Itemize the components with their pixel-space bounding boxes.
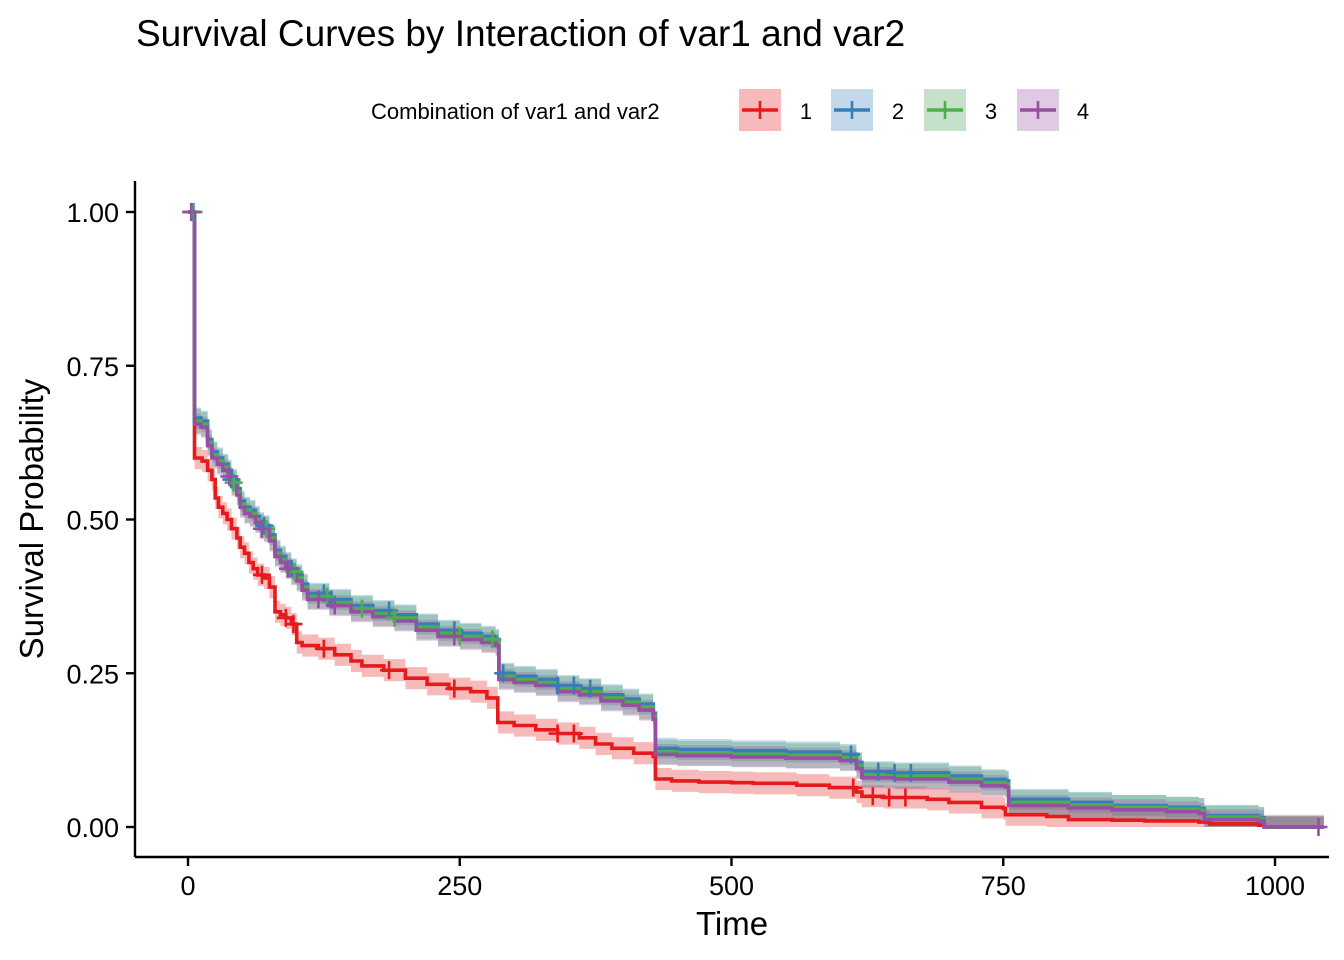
censor-mark-1 — [863, 787, 882, 806]
censor-mark-1 — [548, 724, 567, 743]
censor-mark-2 — [255, 516, 274, 535]
censor-mark-3 — [318, 587, 337, 606]
legend-item-2: 2 — [831, 89, 904, 131]
legend-item-4: 4 — [1017, 89, 1089, 131]
censor-mark-2 — [901, 763, 920, 782]
y-ticks: 0.00 0.25 0.50 0.75 1.00 — [66, 198, 135, 843]
censor-mark-4 — [182, 203, 201, 221]
censor-mark-2 — [885, 763, 904, 782]
censor-mark-2 — [494, 664, 513, 683]
x-axis-label: Time — [696, 905, 768, 942]
censor-mark-1 — [880, 788, 899, 807]
censor-mark-2 — [564, 676, 583, 695]
censor-mark-4 — [445, 627, 464, 646]
censor-mark-1 — [314, 639, 333, 658]
legend-label: 1 — [800, 99, 812, 124]
censor-mark-3 — [385, 608, 404, 627]
y-tick-label: 1.00 — [66, 198, 119, 228]
x-tick-label: 750 — [981, 871, 1026, 901]
censor-mark-3 — [483, 630, 502, 649]
censor-mark-2 — [548, 676, 567, 695]
y-axis-label: Survival Probability — [13, 378, 50, 659]
x-tick-label: 1000 — [1245, 871, 1305, 901]
survival-curves — [188, 210, 1324, 829]
chart-title: Survival Curves by Interaction of var1 a… — [136, 13, 905, 54]
legend-title: Combination of var1 and var2 — [371, 99, 660, 124]
x-tick-label: 0 — [180, 871, 195, 901]
censor-mark-2 — [581, 679, 600, 698]
censor-mark-1 — [896, 788, 915, 807]
legend: Combination of var1 and var2 1 2 3 4 — [371, 89, 1089, 131]
legend-label: 2 — [892, 99, 904, 124]
legend-item-1: 1 — [739, 89, 812, 131]
x-tick-label: 250 — [437, 871, 482, 901]
legend-keys: 1 2 3 4 — [739, 89, 1089, 131]
legend-label: 4 — [1077, 99, 1089, 124]
axes: 0 250 500 750 1000 0.00 0.25 0.50 0.75 1.00 — [66, 181, 1329, 901]
censor-mark-4 — [325, 596, 344, 615]
censor-mark-4 — [220, 467, 239, 486]
censor-mark-4 — [279, 559, 298, 578]
censor-mark-1 — [445, 679, 464, 698]
censor-marks — [182, 203, 1328, 836]
censor-mark-2 — [842, 745, 861, 764]
legend-label: 3 — [985, 99, 997, 124]
y-tick-label: 0.25 — [66, 659, 119, 689]
censor-mark-1 — [284, 615, 303, 634]
censor-mark-4 — [309, 590, 328, 609]
censor-mark-4 — [252, 519, 271, 538]
censor-mark-2 — [222, 470, 241, 489]
survival-curve-4 — [188, 210, 1324, 829]
legend-item-3: 3 — [924, 89, 997, 131]
x-ticks: 0 250 500 750 1000 — [180, 857, 1305, 901]
censor-mark-1 — [564, 724, 583, 743]
censor-mark-1 — [844, 778, 863, 797]
censor-mark-1 — [252, 565, 271, 584]
y-tick-label: 0.75 — [66, 352, 119, 382]
x-tick-label: 500 — [709, 871, 754, 901]
censor-mark-3 — [352, 599, 371, 618]
y-tick-label: 0.00 — [66, 813, 119, 843]
y-tick-label: 0.50 — [66, 506, 119, 536]
survival-curve-1 — [188, 210, 1324, 829]
censor-mark-4 — [1309, 818, 1328, 836]
censor-mark-2 — [869, 762, 888, 781]
censor-mark-1 — [380, 661, 399, 680]
